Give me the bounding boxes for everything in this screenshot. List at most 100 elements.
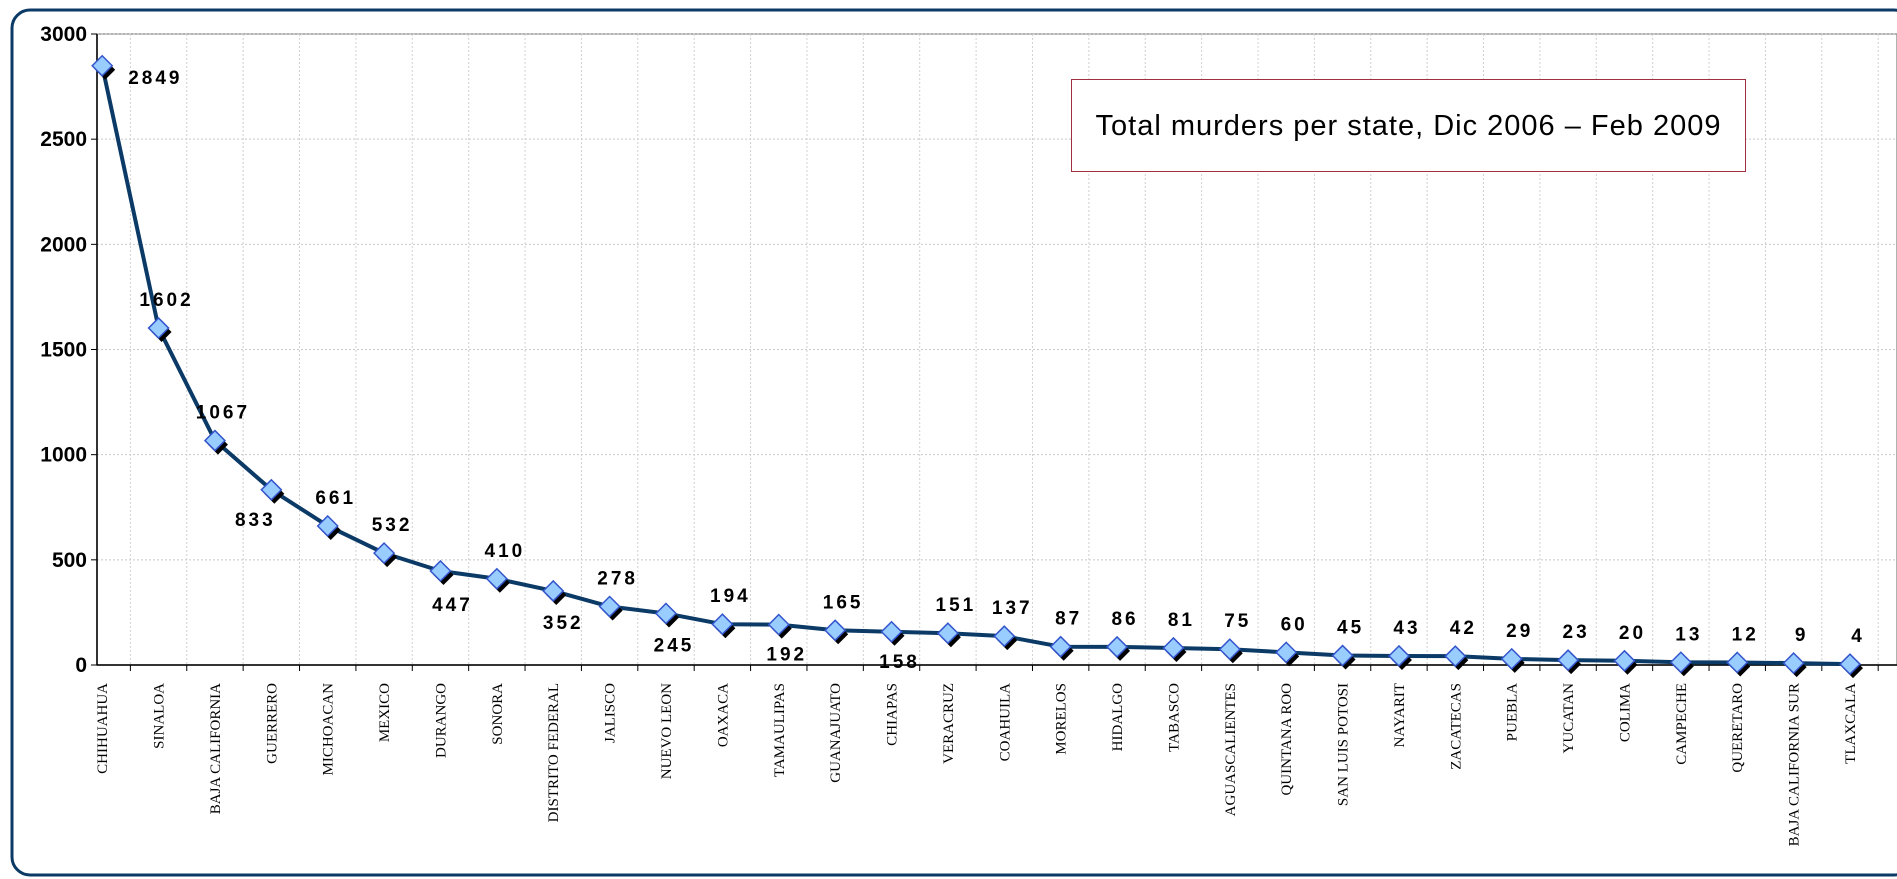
value-label: 194 [710,586,751,607]
value-label: 45 [1337,618,1364,639]
x-tick-label: CAMPECHE [1674,683,1690,765]
marker [993,625,1016,648]
y-tick-label: 500 [52,549,87,572]
x-tick-label: GUANAJUATO [828,683,844,783]
x-tick-label: TABASCO [1166,683,1182,752]
value-label: 352 [543,613,584,634]
x-tick-label: CHIAPAS [885,683,901,746]
x-tick-label: COAHUILA [997,683,1013,761]
x-tick-label: JALISCO [603,683,619,743]
marker [1838,653,1862,676]
marker [1557,649,1580,672]
x-tick-label: NAYARIT [1392,683,1408,747]
x-tick-label: HIDALGO [1110,683,1126,751]
marker [936,622,959,645]
marker [1613,649,1636,672]
x-tick-label: ZACATECAS [1448,683,1464,770]
marker [1331,644,1354,667]
marker [1669,651,1692,674]
x-tick-label: AGUASCALIENTES [1223,683,1239,816]
marker [1218,638,1241,661]
value-label: 87 [1055,609,1082,630]
marker [1500,647,1523,670]
value-label: 20 [1619,623,1646,644]
y-tick-label: 1000 [40,444,87,467]
marker [203,429,227,452]
marker [880,620,903,643]
chart-title: Total murders per state, Dic 2006 – Feb … [1071,79,1746,172]
x-tick-label: SINALOA [152,683,168,749]
value-label: 43 [1393,618,1420,639]
value-label: 75 [1224,611,1251,632]
value-label: 245 [654,635,695,656]
marker [654,602,678,625]
x-tick-label: SONORA [490,683,506,745]
x-tick-label: DURANGO [433,683,449,758]
x-tick-label: NUEVO LEON [659,683,675,779]
value-label: 137 [992,598,1033,619]
x-tick-label: PUEBLA [1505,683,1521,742]
marker [824,619,847,642]
x-tick-label: DISTRITO FEDERAL [546,683,562,822]
x-tick-label: BAJA CALIFORNIA [208,683,224,814]
x-tick-label: BAJA CALIFORNIA SUR [1787,683,1803,846]
x-tick-label: SAN LUIS POTOSI [1336,683,1352,806]
marker [1726,651,1749,674]
x-tick-label: QUERETARO [1730,683,1746,773]
marker [147,316,170,340]
x-tick-label: CHIHUAHUA [95,683,111,774]
marker [767,613,790,636]
value-label: 60 [1281,614,1308,635]
value-label: 23 [1563,622,1590,643]
marker [1275,641,1298,664]
value-label: 9 [1795,625,1809,646]
marker [1049,635,1072,658]
value-label: 13 [1675,624,1702,645]
value-label: 532 [372,515,413,536]
value-label: 4 [1851,626,1865,647]
marker [260,478,283,501]
value-label: 29 [1506,621,1533,642]
value-label: 1602 [139,290,193,311]
marker [1387,644,1411,668]
x-tick-label: QUINTANA ROO [1279,683,1295,796]
frame [10,8,1897,877]
x-tick-label: OAXACA [715,683,731,747]
value-label: 2849 [128,68,182,89]
x-tick-label: MICHOACAN [321,683,337,776]
value-label: 12 [1732,624,1759,645]
value-label: 158 [879,652,920,673]
x-tick-label: COLIMA [1617,683,1633,742]
value-label: 86 [1111,609,1138,630]
marker [316,514,339,538]
value-label: 165 [823,592,864,613]
marker [1444,645,1467,668]
value-label: 192 [766,645,807,666]
x-tick-label: VERACRUZ [941,683,957,764]
y-tick-label: 2000 [40,233,87,256]
marker [542,579,565,603]
marker [485,567,508,590]
marker [598,595,621,618]
marker [1782,652,1805,675]
x-tick-label: TAMAULIPAS [772,683,788,777]
value-label: 447 [432,595,473,616]
value-label: 81 [1168,610,1195,631]
marker [711,613,734,636]
value-label: 661 [315,488,356,509]
value-label: 410 [485,541,526,562]
value-label: 278 [597,569,638,590]
x-tick-label: YUCATAN [1561,683,1577,754]
marker [1105,635,1129,658]
y-tick-label: 2500 [40,128,87,151]
value-label: 1067 [196,403,250,424]
marker [373,542,396,565]
marker [1162,636,1185,660]
x-tick-label: MORELOS [1054,683,1070,755]
marker [91,54,114,77]
x-tick-label: GUERRERO [264,683,280,764]
value-label: 42 [1450,618,1477,639]
x-tick-label: MEXICO [377,683,393,742]
